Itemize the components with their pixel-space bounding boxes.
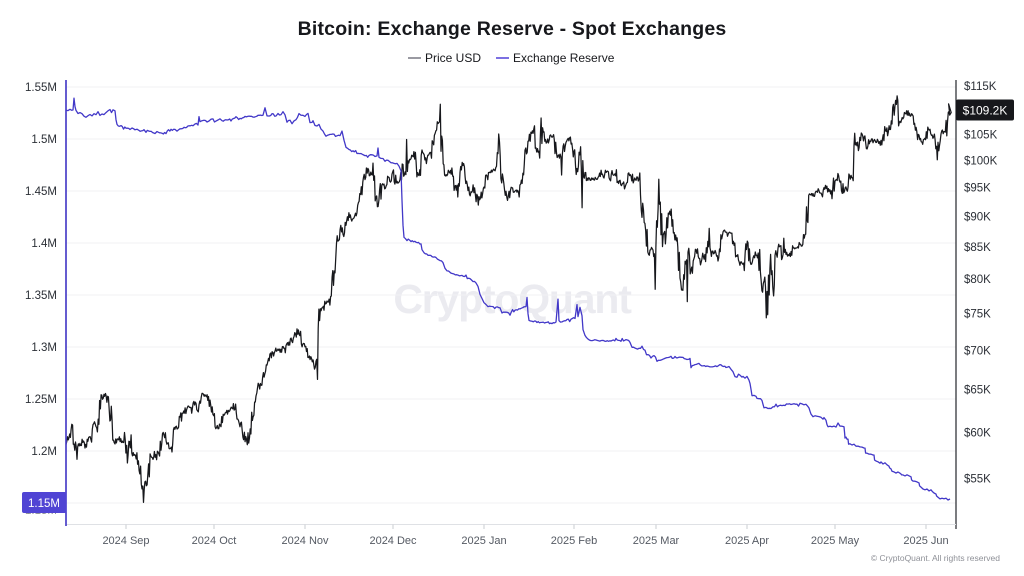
svg-text:1.4M: 1.4M bbox=[31, 238, 57, 250]
svg-text:Bitcoin: Exchange Reserve - Sp: Bitcoin: Exchange Reserve - Spot Exchang… bbox=[298, 18, 727, 40]
svg-text:Price USD: Price USD bbox=[425, 51, 481, 65]
svg-text:$55K: $55K bbox=[964, 474, 991, 486]
svg-text:1.3M: 1.3M bbox=[31, 342, 57, 354]
svg-text:1.15M: 1.15M bbox=[28, 498, 60, 510]
svg-text:1.5M: 1.5M bbox=[31, 134, 57, 146]
svg-text:1.35M: 1.35M bbox=[25, 290, 57, 302]
svg-text:1.25M: 1.25M bbox=[25, 394, 57, 406]
svg-text:$100K: $100K bbox=[964, 155, 998, 167]
svg-text:2025 Feb: 2025 Feb bbox=[551, 535, 597, 547]
svg-text:$70K: $70K bbox=[964, 345, 991, 357]
svg-text:1.2M: 1.2M bbox=[31, 446, 57, 458]
svg-text:2025 Jan: 2025 Jan bbox=[461, 535, 506, 547]
svg-text:2025 Mar: 2025 Mar bbox=[633, 535, 680, 547]
svg-text:$65K: $65K bbox=[964, 385, 991, 397]
svg-text:$60K: $60K bbox=[964, 427, 991, 439]
svg-text:$109.2K: $109.2K bbox=[963, 104, 1008, 118]
svg-text:1.45M: 1.45M bbox=[25, 186, 57, 198]
svg-text:2025 May: 2025 May bbox=[811, 535, 860, 547]
svg-text:$75K: $75K bbox=[964, 309, 991, 321]
svg-text:2024 Dec: 2024 Dec bbox=[369, 535, 417, 547]
svg-text:$105K: $105K bbox=[964, 129, 998, 141]
svg-text:1.55M: 1.55M bbox=[25, 82, 57, 94]
svg-text:$95K: $95K bbox=[964, 183, 991, 195]
svg-text:2024 Sep: 2024 Sep bbox=[102, 535, 149, 547]
svg-text:© CryptoQuant. All rights rese: © CryptoQuant. All rights reserved bbox=[871, 553, 1000, 563]
svg-text:2025 Apr: 2025 Apr bbox=[725, 535, 769, 547]
svg-text:2025 Jun: 2025 Jun bbox=[903, 535, 948, 547]
svg-text:CryptoQuant: CryptoQuant bbox=[393, 276, 632, 322]
svg-text:2024 Oct: 2024 Oct bbox=[192, 535, 237, 547]
svg-text:$85K: $85K bbox=[964, 242, 991, 254]
svg-text:$80K: $80K bbox=[964, 274, 991, 286]
svg-text:2024 Nov: 2024 Nov bbox=[281, 535, 329, 547]
svg-text:Exchange Reserve: Exchange Reserve bbox=[513, 51, 615, 65]
svg-text:$90K: $90K bbox=[964, 212, 991, 224]
svg-text:$115K: $115K bbox=[964, 81, 997, 93]
